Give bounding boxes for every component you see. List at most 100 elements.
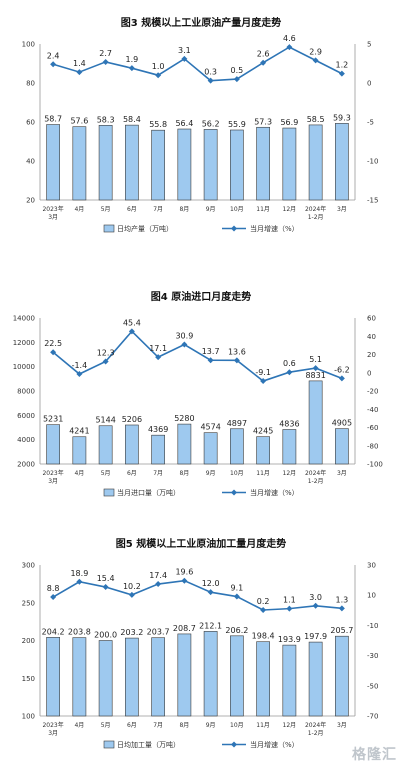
x-tick-label: 9月	[206, 470, 216, 477]
x-tick-label: 7月	[153, 206, 163, 213]
bar-value-label: 4897	[227, 419, 247, 428]
growth-point	[233, 593, 240, 600]
bar-value-label: 56.9	[280, 118, 298, 127]
growth-point	[260, 378, 267, 385]
left-axis-tick-label: 300	[22, 562, 35, 570]
growth-point	[181, 55, 188, 62]
growth-point	[207, 589, 214, 596]
bar-value-label: 58.5	[307, 115, 325, 124]
x-tick-label: 2024年	[305, 721, 326, 729]
growth-value-label: -6.2	[334, 365, 350, 374]
x-tick-label: 7月	[153, 722, 163, 729]
growth-value-label: 17.4	[149, 571, 167, 580]
left-axis-tick-label: 60	[26, 119, 35, 127]
bar	[256, 126, 270, 201]
left-axis-tick-label: 12000	[13, 339, 35, 347]
growth-point	[233, 76, 240, 83]
bar-value-label: 56.4	[175, 119, 193, 128]
bar	[177, 128, 192, 201]
chart-title: 图3 规模以上工业原油产量月度走势	[121, 16, 281, 29]
legend-bar-label: 当月进口量（万吨）	[117, 488, 180, 497]
growth-point	[102, 58, 109, 65]
growth-value-label: 5.1	[309, 355, 322, 364]
growth-value-label: 9.1	[231, 584, 244, 593]
growth-value-label: 4.6	[283, 34, 296, 43]
chart-title: 图4 原油进口月度走势	[151, 290, 251, 303]
x-tick-label: 6月	[127, 206, 137, 213]
growth-point	[207, 77, 214, 84]
bar-value-label: 55.8	[149, 120, 167, 129]
x-tick-label: 11月	[256, 206, 270, 213]
bar	[308, 124, 323, 201]
x-tick-label: 1-2月	[308, 730, 324, 737]
bar	[46, 637, 60, 717]
growth-value-label: 1.4	[73, 59, 86, 68]
growth-value-label: 12.0	[202, 579, 220, 588]
bar	[98, 640, 113, 717]
bar-value-label: 203.8	[68, 628, 91, 637]
bar-value-label: 59.3	[333, 113, 351, 122]
bar	[151, 434, 165, 465]
right-axis-tick-label: 30	[367, 562, 376, 570]
bar-value-label: 197.9	[304, 632, 327, 641]
growth-point	[181, 577, 188, 584]
bar-value-label: 4245	[253, 427, 273, 436]
bar	[230, 428, 244, 465]
growth-value-label: 19.6	[175, 568, 193, 577]
chart-panel-2: 图4 原油进口月度走势 2000 4000 6000 8000 10000 12000 140…	[0, 283, 403, 523]
x-tick-label: 7月	[153, 470, 163, 477]
right-axis-tick-label: -70	[367, 713, 378, 721]
growth-value-label: 2.9	[309, 47, 322, 56]
growth-point	[128, 65, 135, 72]
left-axis-tick-label: 100	[22, 41, 35, 49]
x-tick-label: 2023年	[42, 205, 63, 213]
x-tick-label: 1-2月	[308, 214, 324, 221]
bar	[177, 423, 192, 465]
growth-value-label: 18.9	[70, 569, 88, 578]
legend-bar-swatch	[103, 488, 115, 497]
bar	[72, 637, 87, 717]
right-axis-tick-label: -100	[367, 461, 383, 469]
x-tick-label: 3月	[337, 722, 347, 729]
right-axis-tick-label: 10	[367, 592, 376, 600]
right-axis-tick-label: 40	[367, 333, 376, 341]
bar	[46, 124, 60, 201]
growth-line	[52, 579, 342, 611]
growth-value-label: -1.4	[72, 361, 88, 370]
bar-value-label: 4574	[200, 423, 220, 432]
x-tick-label: 5月	[101, 470, 111, 477]
bar-value-label: 4369	[148, 425, 168, 434]
bar	[46, 424, 60, 465]
bar-value-label: 203.7	[147, 628, 170, 637]
growth-point	[312, 57, 319, 64]
growth-point	[102, 584, 109, 591]
growth-value-label: 8.8	[47, 584, 60, 593]
bar	[282, 127, 297, 201]
growth-value-label: 10.2	[123, 582, 141, 591]
growth-point	[207, 357, 214, 364]
x-tick-label: 2024年	[305, 469, 326, 477]
growth-point	[155, 354, 162, 361]
growth-point	[233, 357, 240, 364]
legend: 日均产量（万吨） 当月增速（%）	[103, 224, 299, 233]
bar-value-label: 208.7	[173, 624, 196, 633]
growth-line	[52, 330, 343, 382]
bar-value-label: 5280	[174, 414, 194, 423]
growth-value-label: 1.0	[152, 62, 165, 71]
right-axis-tick-label: -10	[367, 158, 378, 166]
growth-value-label: 1.2	[336, 61, 349, 70]
x-tick-label: 9月	[206, 722, 216, 729]
growth-value-label: 3.0	[309, 593, 322, 602]
bar-value-label: 4836	[279, 419, 299, 428]
bar-value-label: 206.2	[225, 626, 248, 635]
bar-value-label: 4241	[69, 427, 89, 436]
growth-point	[338, 605, 345, 612]
left-axis-tick-label: 14000	[13, 315, 35, 323]
bar	[125, 424, 139, 465]
bar	[282, 644, 297, 717]
bar	[125, 124, 139, 201]
x-tick-label: 3月	[337, 206, 347, 213]
bar	[151, 637, 165, 717]
growth-point	[181, 341, 188, 348]
growth-value-label: 1.9	[126, 55, 139, 64]
